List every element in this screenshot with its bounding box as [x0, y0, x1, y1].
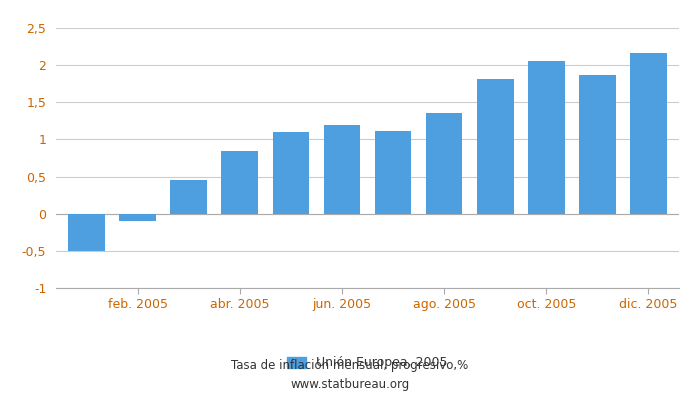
Text: Tasa de inflación mensual, progresivo,%: Tasa de inflación mensual, progresivo,%	[232, 360, 468, 372]
Bar	[272, 132, 309, 214]
Bar	[119, 214, 156, 221]
Legend: Unión Europea, 2005: Unión Europea, 2005	[282, 352, 453, 374]
Bar	[579, 75, 616, 214]
Bar	[374, 130, 412, 214]
Bar	[528, 62, 565, 214]
Bar	[221, 150, 258, 214]
Bar	[69, 214, 105, 251]
Text: www.statbureau.org: www.statbureau.org	[290, 378, 410, 391]
Bar	[170, 180, 207, 214]
Bar	[426, 114, 463, 214]
Bar	[477, 78, 514, 214]
Bar	[630, 52, 666, 214]
Bar	[323, 124, 360, 214]
